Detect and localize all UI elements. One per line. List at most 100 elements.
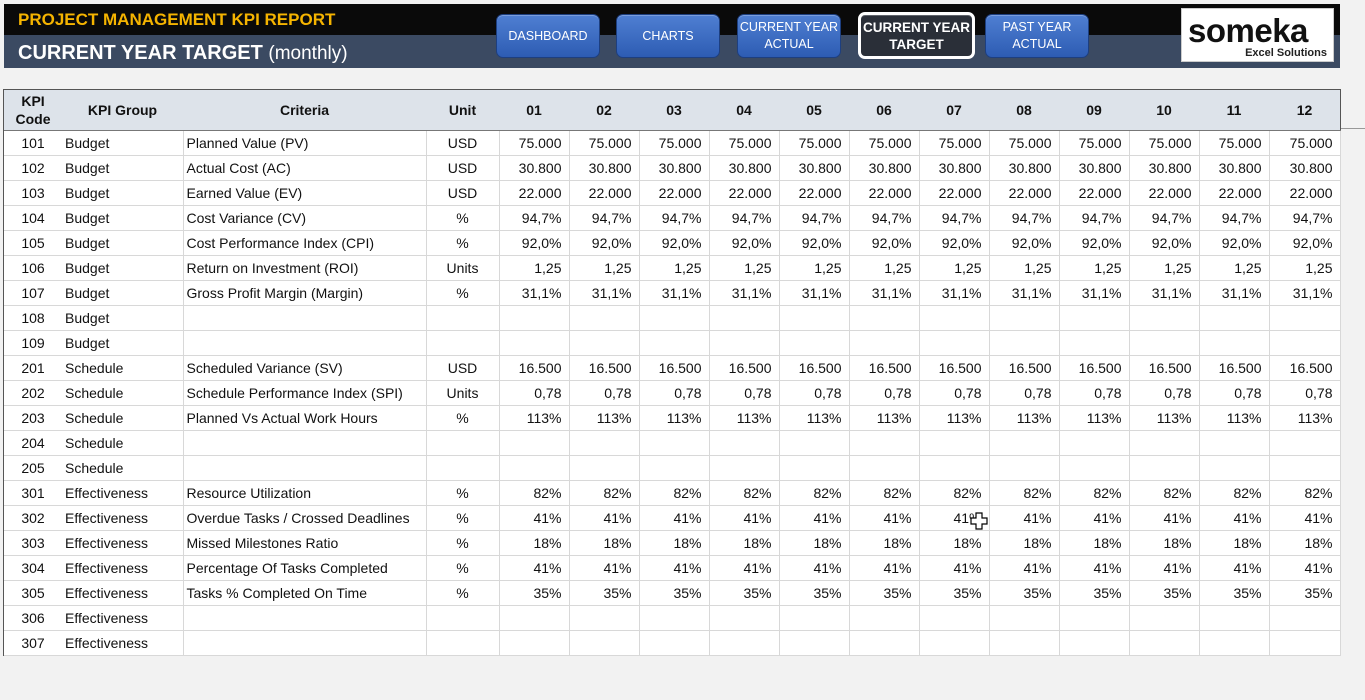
month-value-cell[interactable]: 31,1% bbox=[1199, 280, 1270, 306]
month-value-cell[interactable] bbox=[709, 630, 780, 656]
month-value-cell[interactable]: 18% bbox=[919, 530, 990, 556]
month-value-cell[interactable]: 41% bbox=[569, 555, 640, 581]
month-value-cell[interactable]: 94,7% bbox=[569, 205, 640, 231]
month-value-cell[interactable]: 16.500 bbox=[569, 355, 640, 381]
month-value-cell[interactable]: 92,0% bbox=[779, 230, 850, 256]
month-value-cell[interactable]: 92,0% bbox=[989, 230, 1060, 256]
month-value-cell[interactable]: 92,0% bbox=[569, 230, 640, 256]
month-value-cell[interactable]: 22.000 bbox=[639, 180, 710, 206]
month-value-cell[interactable]: 18% bbox=[639, 530, 710, 556]
month-value-cell[interactable]: 30.800 bbox=[919, 155, 990, 181]
month-value-cell[interactable]: 41% bbox=[1059, 555, 1130, 581]
month-value-cell[interactable]: 82% bbox=[989, 480, 1060, 506]
kpi-group-cell[interactable]: Budget bbox=[62, 280, 184, 306]
month-value-cell[interactable] bbox=[1129, 430, 1200, 456]
month-value-cell[interactable]: 22.000 bbox=[709, 180, 780, 206]
month-value-cell[interactable]: 0,78 bbox=[919, 380, 990, 406]
month-value-cell[interactable]: 16.500 bbox=[1199, 355, 1270, 381]
month-value-cell[interactable]: 16.500 bbox=[1129, 355, 1200, 381]
month-value-cell[interactable]: 31,1% bbox=[569, 280, 640, 306]
month-value-cell[interactable]: 92,0% bbox=[1129, 230, 1200, 256]
kpi-code-cell[interactable]: 103 bbox=[4, 180, 62, 206]
month-value-cell[interactable]: 30.800 bbox=[499, 155, 570, 181]
header-month[interactable]: 11 bbox=[1199, 90, 1269, 131]
month-value-cell[interactable]: 22.000 bbox=[919, 180, 990, 206]
month-value-cell[interactable] bbox=[849, 305, 920, 331]
month-value-cell[interactable]: 0,78 bbox=[779, 380, 850, 406]
criteria-cell[interactable]: Earned Value (EV) bbox=[183, 180, 427, 206]
header-month[interactable]: 05 bbox=[779, 90, 849, 131]
kpi-group-cell[interactable]: Schedule bbox=[62, 430, 184, 456]
kpi-group-cell[interactable]: Effectiveness bbox=[62, 530, 184, 556]
month-value-cell[interactable]: 31,1% bbox=[639, 280, 710, 306]
month-value-cell[interactable] bbox=[1199, 630, 1270, 656]
criteria-cell[interactable]: Cost Performance Index (CPI) bbox=[183, 230, 427, 256]
month-value-cell[interactable]: 41% bbox=[1199, 505, 1270, 531]
month-value-cell[interactable] bbox=[1269, 605, 1341, 631]
month-value-cell[interactable] bbox=[989, 330, 1060, 356]
month-value-cell[interactable]: 30.800 bbox=[1059, 155, 1130, 181]
month-value-cell[interactable]: 22.000 bbox=[569, 180, 640, 206]
month-value-cell[interactable]: 18% bbox=[779, 530, 850, 556]
month-value-cell[interactable]: 18% bbox=[1059, 530, 1130, 556]
month-value-cell[interactable]: 82% bbox=[1129, 480, 1200, 506]
month-value-cell[interactable] bbox=[499, 330, 570, 356]
month-value-cell[interactable] bbox=[569, 455, 640, 481]
month-value-cell[interactable]: 41% bbox=[709, 505, 780, 531]
month-value-cell[interactable]: 16.500 bbox=[1269, 355, 1341, 381]
month-value-cell[interactable] bbox=[919, 630, 990, 656]
someka-logo[interactable]: someka Excel Solutions bbox=[1181, 8, 1334, 62]
month-value-cell[interactable] bbox=[1129, 605, 1200, 631]
month-value-cell[interactable] bbox=[779, 630, 850, 656]
month-value-cell[interactable]: 82% bbox=[849, 480, 920, 506]
month-value-cell[interactable]: 113% bbox=[709, 405, 780, 431]
month-value-cell[interactable] bbox=[1199, 305, 1270, 331]
month-value-cell[interactable]: 16.500 bbox=[639, 355, 710, 381]
month-value-cell[interactable]: 41% bbox=[569, 505, 640, 531]
month-value-cell[interactable]: 75.000 bbox=[989, 130, 1060, 156]
kpi-code-cell[interactable]: 104 bbox=[4, 205, 62, 231]
month-value-cell[interactable]: 0,78 bbox=[989, 380, 1060, 406]
unit-cell[interactable] bbox=[426, 305, 500, 331]
criteria-cell[interactable] bbox=[183, 430, 427, 456]
month-value-cell[interactable] bbox=[1199, 330, 1270, 356]
month-value-cell[interactable]: 31,1% bbox=[499, 280, 570, 306]
month-value-cell[interactable]: 16.500 bbox=[779, 355, 850, 381]
month-value-cell[interactable]: 41% bbox=[1129, 555, 1200, 581]
kpi-group-cell[interactable]: Budget bbox=[62, 205, 184, 231]
kpi-group-cell[interactable]: Budget bbox=[62, 155, 184, 181]
month-value-cell[interactable]: 113% bbox=[849, 405, 920, 431]
month-value-cell[interactable]: 18% bbox=[1129, 530, 1200, 556]
month-value-cell[interactable] bbox=[639, 455, 710, 481]
criteria-cell[interactable]: Missed Milestones Ratio bbox=[183, 530, 427, 556]
month-value-cell[interactable]: 30.800 bbox=[779, 155, 850, 181]
kpi-code-cell[interactable]: 107 bbox=[4, 280, 62, 306]
month-value-cell[interactable]: 94,7% bbox=[1269, 205, 1341, 231]
month-value-cell[interactable] bbox=[709, 455, 780, 481]
month-value-cell[interactable]: 30.800 bbox=[1129, 155, 1200, 181]
month-value-cell[interactable]: 92,0% bbox=[499, 230, 570, 256]
month-value-cell[interactable]: 92,0% bbox=[639, 230, 710, 256]
month-value-cell[interactable]: 92,0% bbox=[919, 230, 990, 256]
month-value-cell[interactable]: 22.000 bbox=[499, 180, 570, 206]
month-value-cell[interactable]: 94,7% bbox=[499, 205, 570, 231]
kpi-code-cell[interactable]: 301 bbox=[4, 480, 62, 506]
month-value-cell[interactable] bbox=[989, 630, 1060, 656]
month-value-cell[interactable] bbox=[779, 305, 850, 331]
kpi-code-cell[interactable]: 303 bbox=[4, 530, 62, 556]
month-value-cell[interactable]: 82% bbox=[499, 480, 570, 506]
month-value-cell[interactable]: 35% bbox=[1199, 580, 1270, 606]
month-value-cell[interactable]: 30.800 bbox=[639, 155, 710, 181]
month-value-cell[interactable]: 82% bbox=[1059, 480, 1130, 506]
kpi-group-cell[interactable]: Effectiveness bbox=[62, 580, 184, 606]
month-value-cell[interactable]: 113% bbox=[779, 405, 850, 431]
criteria-cell[interactable]: Scheduled Variance (SV) bbox=[183, 355, 427, 381]
month-value-cell[interactable]: 113% bbox=[639, 405, 710, 431]
month-value-cell[interactable] bbox=[499, 630, 570, 656]
month-value-cell[interactable] bbox=[639, 305, 710, 331]
kpi-code-cell[interactable]: 102 bbox=[4, 155, 62, 181]
month-value-cell[interactable]: 0,78 bbox=[1269, 380, 1341, 406]
month-value-cell[interactable]: 41% bbox=[1059, 505, 1130, 531]
kpi-group-cell[interactable]: Effectiveness bbox=[62, 605, 184, 631]
month-value-cell[interactable]: 82% bbox=[1269, 480, 1341, 506]
